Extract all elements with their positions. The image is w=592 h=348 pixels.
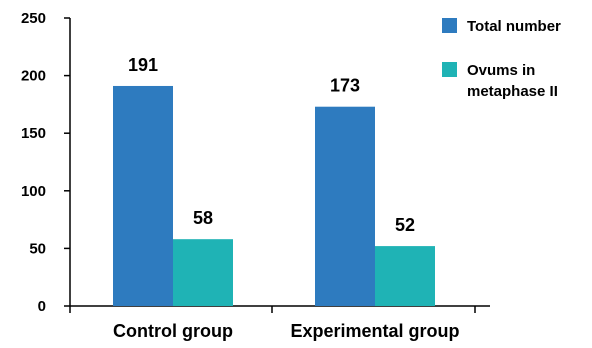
legend-swatch [442, 62, 457, 77]
legend-label: Total number [467, 18, 561, 35]
legend-label: Ovums in [467, 62, 535, 79]
bar-value-label: 58 [193, 208, 213, 228]
y-tick-label: 100 [21, 183, 46, 200]
legend-label: metaphase II [467, 83, 558, 100]
x-category-label: Control group [113, 321, 233, 341]
legend-swatch [442, 18, 457, 33]
y-ticks: 0 50 100 150 200 250 [21, 10, 70, 315]
bar [315, 106, 375, 306]
y-tick-label: 150 [21, 125, 46, 142]
y-tick-label: 50 [29, 240, 46, 257]
x-category-label: Experimental group [290, 321, 459, 341]
bars [113, 85, 435, 306]
y-tick-label: 200 [21, 68, 46, 85]
legend: Total number Ovums in metaphase II [442, 18, 561, 100]
bar-value-label: 52 [395, 215, 415, 235]
bar [173, 239, 233, 306]
bar [375, 246, 435, 306]
bar-value-label: 191 [128, 55, 158, 75]
bar [113, 85, 173, 306]
x-ticks: Control group Experimental group [69, 306, 476, 341]
bar-value-label: 173 [330, 76, 360, 96]
y-tick-label: 250 [21, 10, 46, 27]
y-tick-label: 0 [38, 298, 46, 315]
data-labels: 191 58 173 52 [128, 55, 415, 235]
